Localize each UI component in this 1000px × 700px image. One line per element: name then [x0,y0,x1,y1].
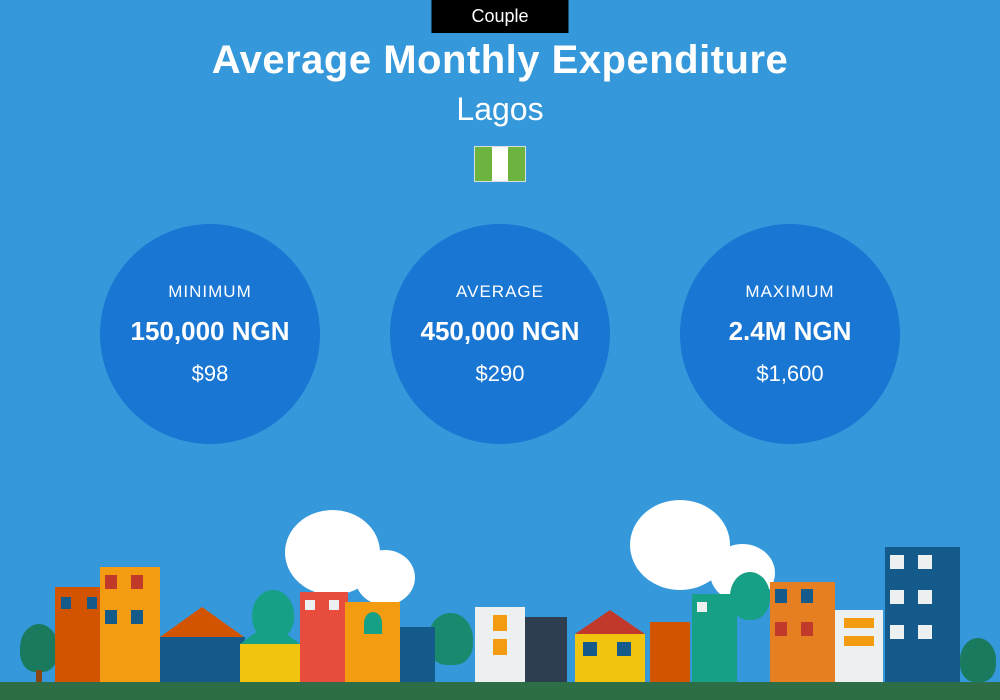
stat-label: MAXIMUM [745,282,834,302]
flag-stripe [492,147,509,181]
building-icon [650,622,690,682]
tree-icon [20,624,58,682]
building-icon [475,607,525,682]
building-icon [885,547,960,682]
stat-circle-minimum: MINIMUM 150,000 NGN $98 [100,224,320,444]
house-icon [240,622,300,682]
building-icon [400,627,435,682]
house-icon [575,610,645,682]
stats-container: MINIMUM 150,000 NGN $98 AVERAGE 450,000 … [0,224,1000,444]
house-icon [160,607,245,682]
category-badge: Couple [431,0,568,33]
ground [0,682,1000,700]
badge-label: Couple [471,6,528,26]
flag-stripe [475,147,492,181]
cityscape-illustration [0,500,1000,700]
building-icon [55,587,105,682]
stat-label: MINIMUM [168,282,251,302]
stat-value-usd: $1,600 [756,361,823,387]
cloud-icon [355,550,415,605]
building-icon [835,610,883,682]
stat-value-usd: $98 [192,361,229,387]
building-icon [100,567,160,682]
stat-value-ngn: 450,000 NGN [421,316,580,347]
building-icon [525,617,567,682]
tree-icon [960,638,996,682]
stat-label: AVERAGE [456,282,544,302]
stat-value-ngn: 150,000 NGN [131,316,290,347]
stat-value-ngn: 2.4M NGN [729,316,852,347]
stat-value-usd: $290 [476,361,525,387]
building-icon [770,582,835,682]
main-title: Average Monthly Expenditure [0,38,1000,83]
building-icon [300,592,348,682]
flag-stripe [508,147,525,181]
building-icon [345,602,400,682]
stat-circle-average: AVERAGE 450,000 NGN $290 [390,224,610,444]
stat-circle-maximum: MAXIMUM 2.4M NGN $1,600 [680,224,900,444]
flag-icon [474,146,526,182]
city-name: Lagos [0,91,1000,128]
building-icon [692,594,737,682]
